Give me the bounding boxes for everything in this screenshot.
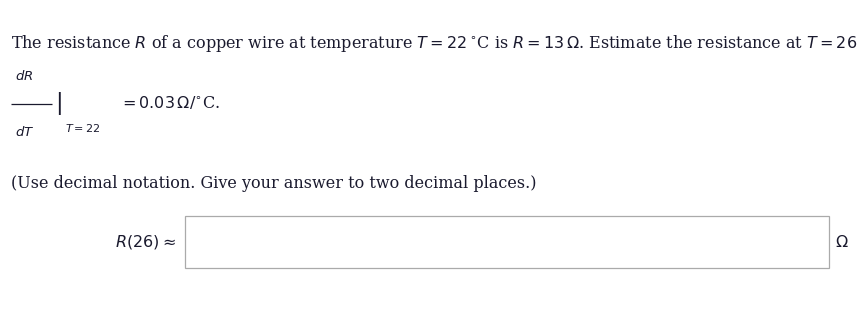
Text: $T{=}22$: $T{=}22$ — [65, 123, 101, 134]
Text: $dR$: $dR$ — [15, 69, 34, 84]
Text: $= 0.03\,\Omega/^{\circ}$C.: $= 0.03\,\Omega/^{\circ}$C. — [119, 96, 221, 112]
Text: $R(26) \approx$: $R(26) \approx$ — [115, 233, 176, 251]
Text: The resistance $R$ of a copper wire at temperature $T = 22\,^{\circ}$C is $R = 1: The resistance $R$ of a copper wire at t… — [11, 32, 859, 54]
Bar — [185, 216, 829, 268]
Text: (Use decimal notation. Give your answer to two decimal places.): (Use decimal notation. Give your answer … — [11, 176, 537, 192]
Text: $|$: $|$ — [55, 90, 62, 118]
Text: $\Omega$: $\Omega$ — [835, 234, 849, 251]
Text: $dT$: $dT$ — [15, 124, 35, 139]
